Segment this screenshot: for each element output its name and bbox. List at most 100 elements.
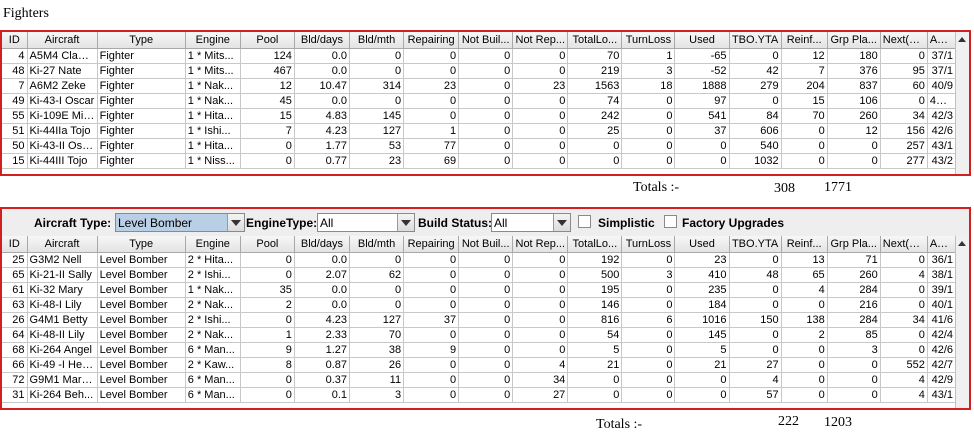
column-header[interactable]: ID	[2, 32, 28, 49]
column-header[interactable]: Used	[674, 236, 730, 253]
column-header[interactable]: Reinf...	[781, 236, 828, 253]
chevron-down-icon[interactable]	[553, 214, 570, 231]
column-header[interactable]: Engine	[185, 32, 241, 49]
table-cell: 13	[781, 252, 828, 268]
fighters-scrollbar[interactable]	[955, 32, 969, 174]
table-row[interactable]: 72 G9M1 Marlina Level Bomber 6 * Man... 0 0.3…	[2, 372, 957, 388]
table-cell: 42/9	[927, 372, 957, 388]
table-cell: 6 * Man...	[185, 387, 241, 403]
column-header[interactable]: Next(dd)	[880, 32, 928, 49]
table-row[interactable]: 64 Ki-48-II Lily Level Bomber 2 * Nak... 1 2.…	[2, 327, 957, 343]
bombers-total-grp: 1203	[824, 415, 852, 430]
column-header[interactable]: TurnLoss	[621, 32, 676, 49]
table-cell: 0	[240, 387, 295, 403]
column-header[interactable]: Bld/mth	[349, 236, 405, 253]
table-cell: 0	[458, 93, 514, 109]
table-row[interactable]: 68 Ki-264 Angel Level Bomber 6 * Man... 9 1.2…	[2, 342, 957, 358]
table-row[interactable]: 15 Ki-44III Tojo Fighter 1 * Niss... 0 0.77 23…	[2, 153, 957, 169]
table-row[interactable]: 66 Ki-49 -I Helen Level Bomber 2 * Kaw... 8 0…	[2, 357, 957, 373]
column-header[interactable]: Ava...	[927, 32, 957, 49]
column-header[interactable]: Pool	[240, 236, 295, 253]
column-header[interactable]: Bld/days	[294, 32, 351, 49]
column-header[interactable]: Repairing	[403, 236, 460, 253]
column-header[interactable]: Grp Pla...	[827, 236, 881, 253]
column-header[interactable]: Not Rep...	[512, 236, 569, 253]
table-row[interactable]: 25 G3M2 Nell Level Bomber 2 * Hita... 0 0.0 0 0…	[2, 252, 957, 268]
column-header[interactable]: Grp Pla...	[827, 32, 881, 49]
table-row[interactable]: 4 A5M4 Claude Fighter 1 * Mits... 124 0.0 0 0 0 0…	[2, 48, 957, 64]
column-header[interactable]: Pool	[240, 32, 295, 49]
table-row[interactable]: 65 Ki-21-II Sally Level Bomber 2 * Ishi... 0…	[2, 267, 957, 283]
table-cell: 0	[458, 312, 514, 328]
table-cell: 0	[458, 357, 514, 373]
column-header[interactable]: Ava...	[927, 236, 957, 253]
column-header[interactable]: Type	[97, 236, 186, 253]
table-cell: 0.37	[294, 372, 351, 388]
column-header[interactable]: Not Buil...	[458, 32, 514, 49]
table-cell: 12	[827, 123, 881, 139]
engine-type-select[interactable]: All	[317, 213, 415, 232]
table-cell: 25	[2, 252, 28, 268]
column-header[interactable]: TBO.YTA	[729, 32, 782, 49]
table-cell: 51	[2, 123, 28, 139]
table-cell: 2.07	[294, 267, 351, 283]
table-cell: 0	[781, 138, 828, 154]
table-cell: 4.83	[294, 108, 351, 124]
aircraft-type-select[interactable]: Level Bomber	[115, 213, 245, 232]
factory-upgrades-checkbox[interactable]	[664, 215, 677, 228]
table-cell: 0	[827, 372, 881, 388]
table-cell: 4.23	[294, 123, 351, 139]
table-cell: 606	[729, 123, 782, 139]
column-header[interactable]: Bld/days	[294, 236, 351, 253]
table-cell: Level Bomber	[97, 342, 186, 358]
table-cell: 7	[781, 63, 828, 79]
column-header[interactable]: Engine	[185, 236, 241, 253]
column-header[interactable]: Bld/mth	[349, 32, 405, 49]
table-row[interactable]: 51 Ki-44IIa Tojo Fighter 1 * Ishi... 7 4.23 12…	[2, 123, 957, 139]
bombers-scrollbar[interactable]	[955, 236, 969, 408]
table-row[interactable]: 31 Ki-264 Beh... Level Bomber 6 * Man... 0 0.…	[2, 387, 957, 403]
build-status-select[interactable]: All	[491, 213, 571, 232]
table-cell: Ki-48-I Lily	[27, 297, 98, 313]
table-cell: 2 * Nak...	[185, 297, 241, 313]
table-row[interactable]: 61 Ki-32 Mary Level Bomber 1 * Nak... 35 0.0 0…	[2, 282, 957, 298]
build-status-label: Build Status:	[418, 216, 492, 230]
table-cell: 0	[349, 282, 405, 298]
table-row[interactable]: 26 G4M1 Betty Level Bomber 2 * Ishi... 0 4.23…	[2, 312, 957, 328]
scroll-up-icon[interactable]	[958, 241, 966, 246]
table-cell: Fighter	[97, 153, 186, 169]
bombers-table-wrap: ID Aircraft Type Engine Pool Bld/days Bld/mth R…	[2, 236, 957, 403]
table-row[interactable]: 7 A6M2 Zeke Fighter 1 * Nak... 12 10.47 314 23 0…	[2, 78, 957, 94]
column-header[interactable]: TotalLo...	[567, 32, 623, 49]
table-row[interactable]: 48 Ki-27 Nate Fighter 1 * Mits... 467 0.0 0 0 0 0…	[2, 63, 957, 79]
column-header[interactable]: Not Buil...	[458, 236, 514, 253]
table-row[interactable]: 50 Ki-43-II Oscar Fighter 1 * Hita... 0 1.77 5…	[2, 138, 957, 154]
column-header[interactable]: Next(dd)	[880, 236, 928, 253]
column-header[interactable]: Repairing	[403, 32, 460, 49]
table-row[interactable]: 49 Ki-43-I Oscar Fighter 1 * Nak... 45 0.0 0 0 0…	[2, 93, 957, 109]
column-header[interactable]: TotalLo...	[567, 236, 623, 253]
scroll-up-icon[interactable]	[958, 37, 966, 42]
column-header[interactable]: Reinf...	[781, 32, 828, 49]
chevron-down-icon[interactable]	[397, 214, 414, 231]
table-cell: 72	[2, 372, 28, 388]
column-header[interactable]: Type	[97, 32, 186, 49]
table-row[interactable]: 63 Ki-48-I Lily Level Bomber 2 * Nak... 2 0.0…	[2, 297, 957, 313]
column-header[interactable]: ID	[2, 236, 28, 253]
table-row[interactable]: 55 Ki-109E Mike Fighter 1 * Hita... 15 4.83 14…	[2, 108, 957, 124]
column-header[interactable]: TurnLoss	[621, 236, 676, 253]
column-header[interactable]: Aircraft	[27, 236, 98, 253]
chevron-down-icon[interactable]	[227, 214, 244, 231]
column-header[interactable]: Not Rep...	[512, 32, 569, 49]
table-cell: Level Bomber	[97, 252, 186, 268]
table-cell: 5	[674, 342, 730, 358]
column-header[interactable]: Used	[674, 32, 730, 49]
column-header[interactable]: TBO.YTA	[729, 236, 782, 253]
table-cell: 11	[349, 372, 405, 388]
table-cell: 156	[880, 123, 928, 139]
column-header[interactable]: Aircraft	[27, 32, 98, 49]
simplistic-checkbox[interactable]	[578, 215, 591, 228]
table-cell: 1.27	[294, 342, 351, 358]
table-cell: 0	[403, 297, 460, 313]
table-cell: 0.0	[294, 282, 351, 298]
